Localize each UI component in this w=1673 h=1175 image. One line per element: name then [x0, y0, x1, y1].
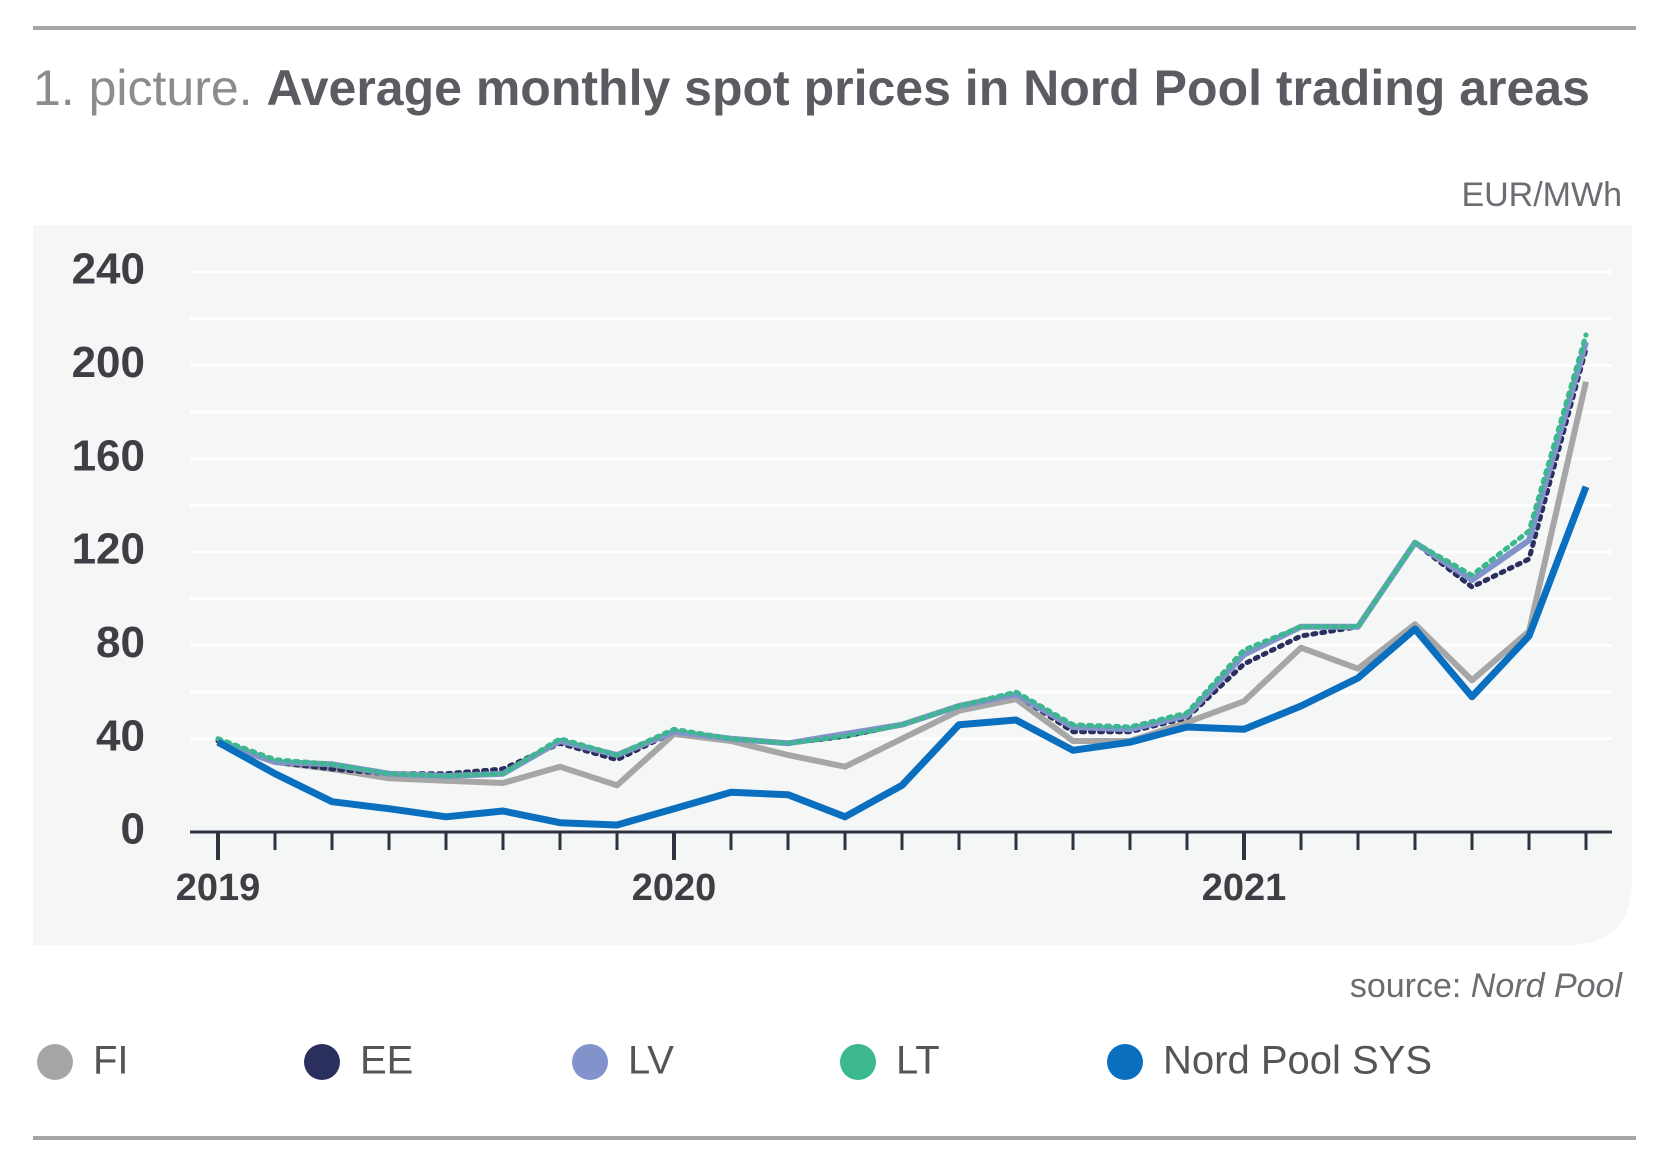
unit-label: EUR/MWh — [1461, 176, 1622, 214]
y-tick-label: 160 — [72, 431, 145, 480]
plot-panel — [33, 225, 1632, 945]
series-line — [216, 485, 1590, 829]
legend-label: LT — [896, 1039, 940, 1083]
source-label: source: — [1350, 967, 1462, 1005]
x-tick-label: 2021 — [1202, 867, 1287, 909]
legend-label: EE — [360, 1039, 413, 1083]
legend-swatch — [840, 1044, 876, 1080]
x-tick-label: 2020 — [632, 867, 717, 909]
y-tick-label: 40 — [96, 711, 145, 760]
y-tick-label: 120 — [72, 525, 145, 574]
x-tick-label: 2019 — [176, 867, 261, 909]
legend-swatch — [1107, 1044, 1143, 1080]
y-tick-label: 0 — [121, 805, 145, 854]
chart-title: 1. picture. Average monthly spot prices … — [33, 60, 1590, 116]
y-tick-label: 200 — [72, 338, 145, 387]
legend-label: LV — [628, 1039, 674, 1083]
legend-label: FI — [93, 1039, 129, 1083]
y-tick-label: 80 — [96, 618, 145, 667]
title-text: Average monthly spot prices in Nord Pool… — [266, 60, 1589, 116]
series-line — [217, 381, 1589, 789]
source-name: Nord Pool — [1471, 967, 1624, 1005]
title-prefix: 1. picture. — [33, 60, 253, 116]
legend-swatch — [37, 1044, 73, 1080]
legend-swatch — [304, 1044, 340, 1080]
legend-label: Nord Pool SYS — [1163, 1039, 1432, 1083]
legend-swatch — [572, 1044, 608, 1080]
y-tick-label: 240 — [72, 245, 145, 294]
source: source: Nord Pool — [1350, 967, 1624, 1005]
series-line — [215, 332, 1589, 779]
